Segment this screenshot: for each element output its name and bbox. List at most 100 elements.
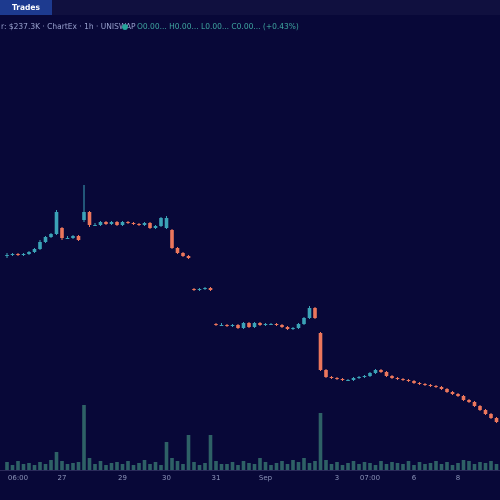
candle-body <box>296 324 301 328</box>
volume-bar <box>93 464 97 470</box>
candle-body <box>93 225 97 226</box>
volume-bar <box>230 462 235 470</box>
volume-bar <box>164 442 169 470</box>
candle-body <box>32 249 37 252</box>
candle-body <box>142 223 147 225</box>
candle-body <box>38 242 42 249</box>
candle-body <box>313 308 317 318</box>
volume-bar <box>115 462 119 470</box>
candle-body <box>131 223 136 224</box>
volume-bar <box>390 462 394 470</box>
volume-bar <box>104 465 108 470</box>
candle-body <box>384 372 389 376</box>
candle-body <box>98 222 103 225</box>
volume-bar <box>472 464 477 470</box>
volume-bar <box>71 463 75 470</box>
volume-bar <box>423 464 427 470</box>
volume-bar <box>285 464 290 470</box>
volume-bar <box>384 464 389 470</box>
volume-bar <box>98 461 103 470</box>
candle-body <box>379 370 383 372</box>
candle-body <box>412 381 416 383</box>
candle-body <box>186 256 191 258</box>
candle-body <box>197 289 202 290</box>
candle-body <box>49 234 53 237</box>
candle-body <box>335 378 339 379</box>
volume-bar <box>313 461 317 470</box>
x-tick-label: 31 <box>212 474 221 482</box>
candle-body <box>307 308 312 318</box>
candle-body <box>450 392 455 394</box>
volume-bar <box>406 461 411 470</box>
volume-bar <box>291 460 295 470</box>
candle-body <box>478 406 482 410</box>
volume-bar <box>274 463 279 470</box>
candle-body <box>247 323 251 327</box>
volume-bar <box>346 463 350 470</box>
volume-bar <box>456 463 460 470</box>
candle-body <box>445 389 449 392</box>
volume-bar <box>362 462 367 470</box>
candle-body <box>406 380 411 381</box>
volume-bar <box>49 460 53 470</box>
volume-bar <box>445 462 449 470</box>
volume-bar <box>21 464 26 470</box>
volume-bar <box>32 465 37 470</box>
candle-body <box>82 212 86 220</box>
volume-bar <box>417 462 422 470</box>
candle-body <box>324 370 328 377</box>
x-tick-label: 3 <box>335 474 339 482</box>
candle-body <box>401 379 405 380</box>
candle-body <box>181 253 185 256</box>
volume-bar <box>120 464 125 470</box>
x-tick-label: 29 <box>118 474 127 482</box>
volume-bar <box>340 465 345 470</box>
candle-body <box>175 248 180 253</box>
candle-body <box>428 385 433 386</box>
volume-bar <box>302 458 306 470</box>
candle-body <box>373 370 378 373</box>
trades-tab[interactable] <box>0 0 52 15</box>
candle-body <box>87 212 92 225</box>
candle-body <box>395 378 400 379</box>
x-tick-label: 27 <box>58 474 67 482</box>
candle-body <box>417 383 422 384</box>
candle-body <box>291 328 295 329</box>
candle-body <box>219 325 224 326</box>
volume-bar <box>263 462 268 470</box>
volume-bar <box>87 458 92 470</box>
volume-bar <box>489 461 493 470</box>
volume-bar <box>357 464 361 470</box>
candle-body <box>241 323 246 328</box>
candle-body <box>137 224 141 225</box>
volume-bar <box>225 464 229 470</box>
volume-bar <box>236 465 240 470</box>
candle-body <box>346 380 350 381</box>
candle-body <box>285 327 290 329</box>
volume-bar <box>214 461 218 470</box>
top-bar <box>0 0 500 15</box>
candle-body <box>456 394 460 396</box>
volume-bar <box>5 462 9 470</box>
candle-body <box>280 325 284 327</box>
candle-body <box>252 323 257 327</box>
candle-body <box>164 218 169 228</box>
volume-bar <box>280 461 284 470</box>
x-tick-label: 6 <box>412 474 417 482</box>
volume-bar <box>434 461 438 470</box>
x-tick-label: 8 <box>456 474 460 482</box>
candle-body <box>483 410 488 414</box>
candle-body <box>423 384 427 385</box>
candle-body <box>258 323 262 325</box>
volume-bar <box>483 463 488 470</box>
candle-body <box>192 289 196 290</box>
candle-body <box>109 222 114 224</box>
candle-body <box>170 230 174 248</box>
volume-bar <box>324 460 328 470</box>
candle-body <box>351 378 356 380</box>
candle-body <box>357 377 361 378</box>
volume-bar <box>159 465 163 470</box>
trades-tab-label[interactable]: Trades <box>12 3 41 12</box>
